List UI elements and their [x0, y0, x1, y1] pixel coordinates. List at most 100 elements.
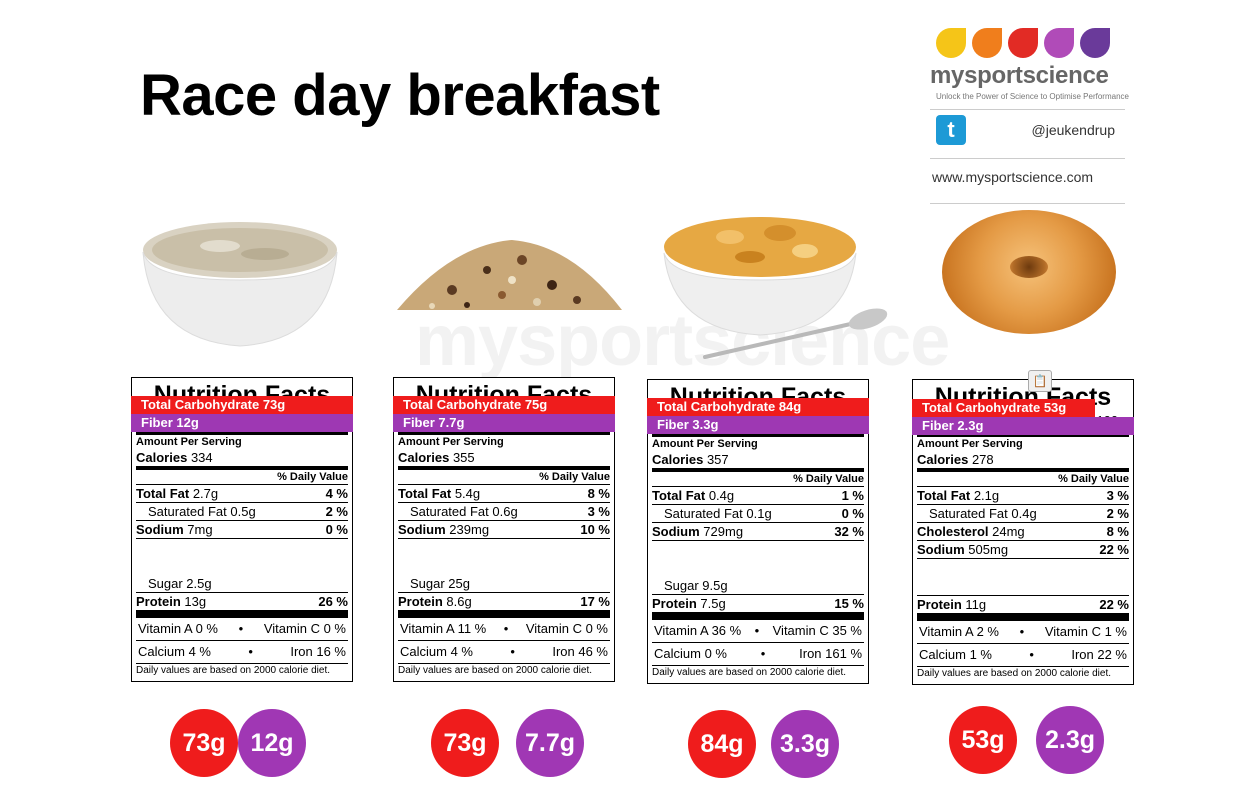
calories-label: Calories	[917, 452, 969, 467]
divider	[652, 504, 864, 505]
divider	[136, 610, 348, 618]
iron: Iron 161 %	[799, 646, 862, 661]
highlight-fiber: Fiber 3.3g	[647, 416, 869, 434]
calories-label: Calories	[136, 450, 188, 465]
divider	[652, 642, 864, 643]
calcium: Calcium 4 %	[400, 644, 473, 659]
minerals-row: Calcium 4 % • Iron 16 %	[136, 641, 348, 663]
bagel-hole	[1010, 256, 1048, 278]
vitamins-row: Vitamin A 11 % • Vitamin C 0 %	[398, 618, 610, 640]
nutrient-label: Sodium	[398, 522, 446, 537]
nutrient-value: 24mg	[992, 524, 1025, 539]
calories-value: 334	[190, 450, 213, 465]
protein-value: 7.5g	[700, 596, 726, 611]
minerals-row: Calcium 4 % • Iron 46 %	[398, 641, 610, 663]
twitter-handle[interactable]: @jeukendrup	[1031, 122, 1116, 138]
iron: Iron 46 %	[552, 644, 608, 659]
calcium: Calcium 4 %	[138, 644, 211, 659]
highlight-fiber: Fiber 12g	[131, 414, 353, 432]
highlight-total-carbohydrate: Total Carbohydrate 53g	[912, 399, 1095, 417]
nutrient-label: Total Fat	[652, 488, 706, 503]
calories-value: 355	[452, 450, 475, 465]
nutrient-label: Total Fat	[398, 486, 452, 501]
carb-fiber-placeholder	[398, 539, 610, 575]
bullet: •	[238, 621, 244, 636]
vitamin-c: Vitamin C 0 %	[525, 621, 608, 636]
nutrient-value: 729mg	[703, 524, 744, 539]
nutrition-facts-panel-muesli: Nutrition FactsServing Size100 gAmount P…	[393, 377, 615, 682]
twitter-row[interactable]: t @jeukendrup	[930, 110, 1125, 150]
amount-per-serving: Amount Per Serving	[136, 436, 242, 448]
porridge-bowl-image	[140, 210, 340, 350]
calories-row: Calories 278	[917, 451, 1129, 468]
logo-drop	[972, 28, 1002, 58]
nutrient-row: Sodium 239mg 10 %	[398, 521, 610, 538]
vitamin-a: Vitamin A 0 %	[138, 621, 218, 636]
protein-row: Protein 13g 26 %	[136, 593, 348, 610]
nutrient-dv: 22 %	[1099, 542, 1129, 557]
nutrient-label: Sodium	[652, 524, 700, 539]
bullet: •	[510, 644, 515, 659]
nutrient-value: 7mg	[187, 522, 213, 537]
divider	[136, 484, 348, 485]
vitamins-row: Vitamin A 2 % • Vitamin C 1 %	[917, 621, 1129, 643]
nutrient-row: Total Fat 2.1g 3 %	[917, 487, 1129, 504]
divider	[652, 522, 864, 523]
porridge-bowl-svg	[142, 222, 338, 347]
nutrient-row: Cholesterol 24mg 8 %	[917, 523, 1129, 540]
logo-drop	[1044, 28, 1074, 58]
protein-label: Protein	[917, 597, 962, 612]
divider	[136, 520, 348, 521]
divider	[917, 486, 1129, 487]
nutrient-value: 239mg	[449, 522, 490, 537]
divider	[136, 592, 348, 593]
calories-value: 357	[706, 452, 729, 467]
nutrient-dv: 10 %	[580, 522, 610, 537]
sugar-label: Sugar 25g	[410, 576, 470, 591]
twitter-icon[interactable]: t	[936, 115, 966, 145]
divider	[917, 643, 1129, 644]
bullet: •	[754, 623, 760, 638]
footnote: Daily values are based on 2000 calorie d…	[398, 665, 593, 676]
nutrient-label: Sodium	[917, 542, 965, 557]
nutrient-row: Saturated Fat 0.1g 0 %	[652, 505, 864, 522]
fiber-circle-muesli: 7.7g	[516, 709, 584, 777]
divider	[652, 540, 864, 541]
calories-label: Calories	[652, 452, 704, 467]
vitamin-a: Vitamin A 2 %	[919, 624, 999, 639]
nutrient-row: Sodium 7mg 0 %	[136, 521, 348, 538]
vitamin-c: Vitamin C 35 %	[772, 623, 862, 638]
logo-drop	[1080, 28, 1110, 58]
brand-name: mysportscience	[930, 62, 1109, 89]
fiber-circle-cornflakes: 3.3g	[771, 710, 839, 778]
divider	[136, 538, 348, 539]
divider	[917, 558, 1129, 559]
sugar-row: Sugar 25g	[398, 575, 610, 592]
divider	[917, 540, 1129, 541]
divider	[398, 484, 610, 485]
footnote: Daily values are based on 2000 calorie d…	[917, 668, 1112, 679]
nutrient-label: Cholesterol	[917, 524, 989, 539]
carb-circle-muesli: 73g	[431, 709, 499, 777]
divider	[917, 468, 1129, 472]
brand-block: mysportscience Unlock the Power of Scien…	[930, 28, 1129, 204]
highlight-fiber: Fiber 7.7g	[393, 414, 615, 432]
vitamins-row: Vitamin A 36 % • Vitamin C 35 %	[652, 620, 864, 642]
divider	[652, 468, 864, 472]
divider	[652, 612, 864, 620]
protein-dv: 22 %	[1099, 597, 1129, 612]
amount-per-serving: Amount Per Serving	[398, 436, 504, 448]
nutrient-value: 0.6g	[492, 504, 518, 519]
divider	[398, 520, 610, 521]
nutrient-label: Total Fat	[917, 488, 971, 503]
protein-value: 13g	[184, 594, 207, 609]
clipboard-icon[interactable]: 📋	[1028, 370, 1052, 392]
nutrient-dv: 1 %	[841, 488, 864, 503]
calories-row: Calories 334	[136, 449, 348, 466]
website-link[interactable]: www.mysportscience.com	[932, 169, 1094, 185]
amount-per-serving: Amount Per Serving	[652, 438, 758, 450]
minerals-row: Calcium 0 % • Iron 161 %	[652, 643, 864, 665]
nutrient-value: 0.4g	[708, 488, 735, 503]
nutrient-dv: 32 %	[834, 524, 864, 539]
protein-value: 8.6g	[446, 594, 472, 609]
